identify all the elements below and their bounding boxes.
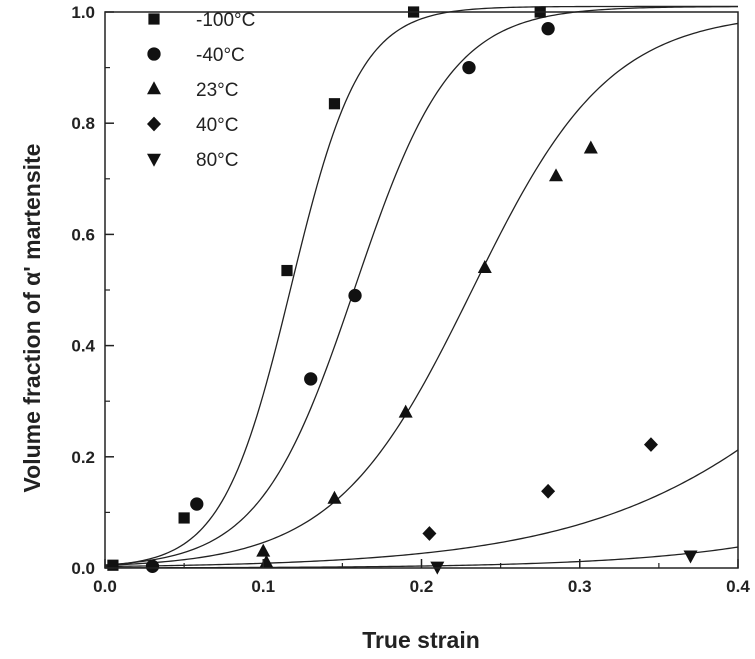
y-tick-label: 0.2: [71, 448, 95, 467]
y-tick-label: 0.0: [71, 559, 95, 578]
data-point-23c: [259, 554, 274, 568]
data-point-100c: [328, 98, 341, 110]
x-tick-label: 0.1: [251, 577, 275, 596]
legend-marker-100c: [148, 13, 160, 25]
data-point-23c: [549, 168, 564, 182]
data-point-40c: [422, 526, 437, 541]
data-point-23c: [327, 490, 342, 504]
data-point-23c: [583, 140, 598, 154]
data-point-100c: [178, 512, 190, 524]
legend-marker-40c: [147, 116, 161, 132]
data-point-40c: [541, 22, 555, 36]
data-point-40c: [190, 497, 204, 511]
legend-marker-80c: [147, 153, 161, 167]
legend-label-23c: 23°C: [196, 80, 238, 101]
legend-marker-40c: [147, 47, 161, 61]
legend-label-40c: -40°C: [196, 45, 245, 66]
legend-label-40c: 40°C: [196, 115, 238, 136]
y-tick-label: 0.4: [71, 337, 95, 356]
fit-curve-100c: [104, 5, 738, 567]
legend-label-100c: -100°C: [196, 10, 255, 31]
y-tick-label: 0.6: [71, 225, 95, 244]
legend: -100°C -40°C 23°C 40°C 80°C: [147, 10, 255, 171]
x-tick-label: 0.3: [568, 577, 592, 596]
data-point-80c: [683, 550, 698, 564]
fit-curve-40c: [104, 449, 739, 568]
x-tick-label: 0.0: [93, 577, 117, 596]
x-tick-label: 0.4: [726, 577, 750, 596]
y-axis: 0.0 0.2 0.4 0.6 0.8 1.0: [71, 3, 114, 578]
data-point-40c: [348, 288, 362, 303]
fit-curve-40c: [104, 5, 739, 566]
data-point-40c: [541, 483, 556, 499]
data-point-23c: [477, 260, 492, 274]
data-point-40c: [304, 372, 318, 386]
data-markers: [107, 6, 698, 575]
data-point-23c: [398, 404, 413, 418]
x-tick-label: 0.2: [410, 577, 434, 596]
legend-label-80c: 80°C: [196, 150, 238, 171]
y-axis-title: Volume fraction of α' martensite: [19, 144, 45, 493]
data-point-40c: [643, 437, 658, 452]
legend-marker-23c: [147, 81, 161, 95]
y-tick-label: 0.8: [71, 114, 95, 133]
fit-curve-23c: [104, 22, 739, 566]
data-point-100c: [107, 559, 119, 571]
data-point-23c: [256, 543, 271, 557]
data-point-40c: [145, 559, 160, 573]
data-point-40c: [462, 60, 476, 75]
data-point-100c: [281, 264, 293, 277]
x-axis-title: True strain: [362, 627, 480, 653]
y-tick-label: 1.0: [71, 3, 95, 22]
x-axis: 0.0 0.1 0.2 0.3 0.4: [93, 559, 750, 596]
